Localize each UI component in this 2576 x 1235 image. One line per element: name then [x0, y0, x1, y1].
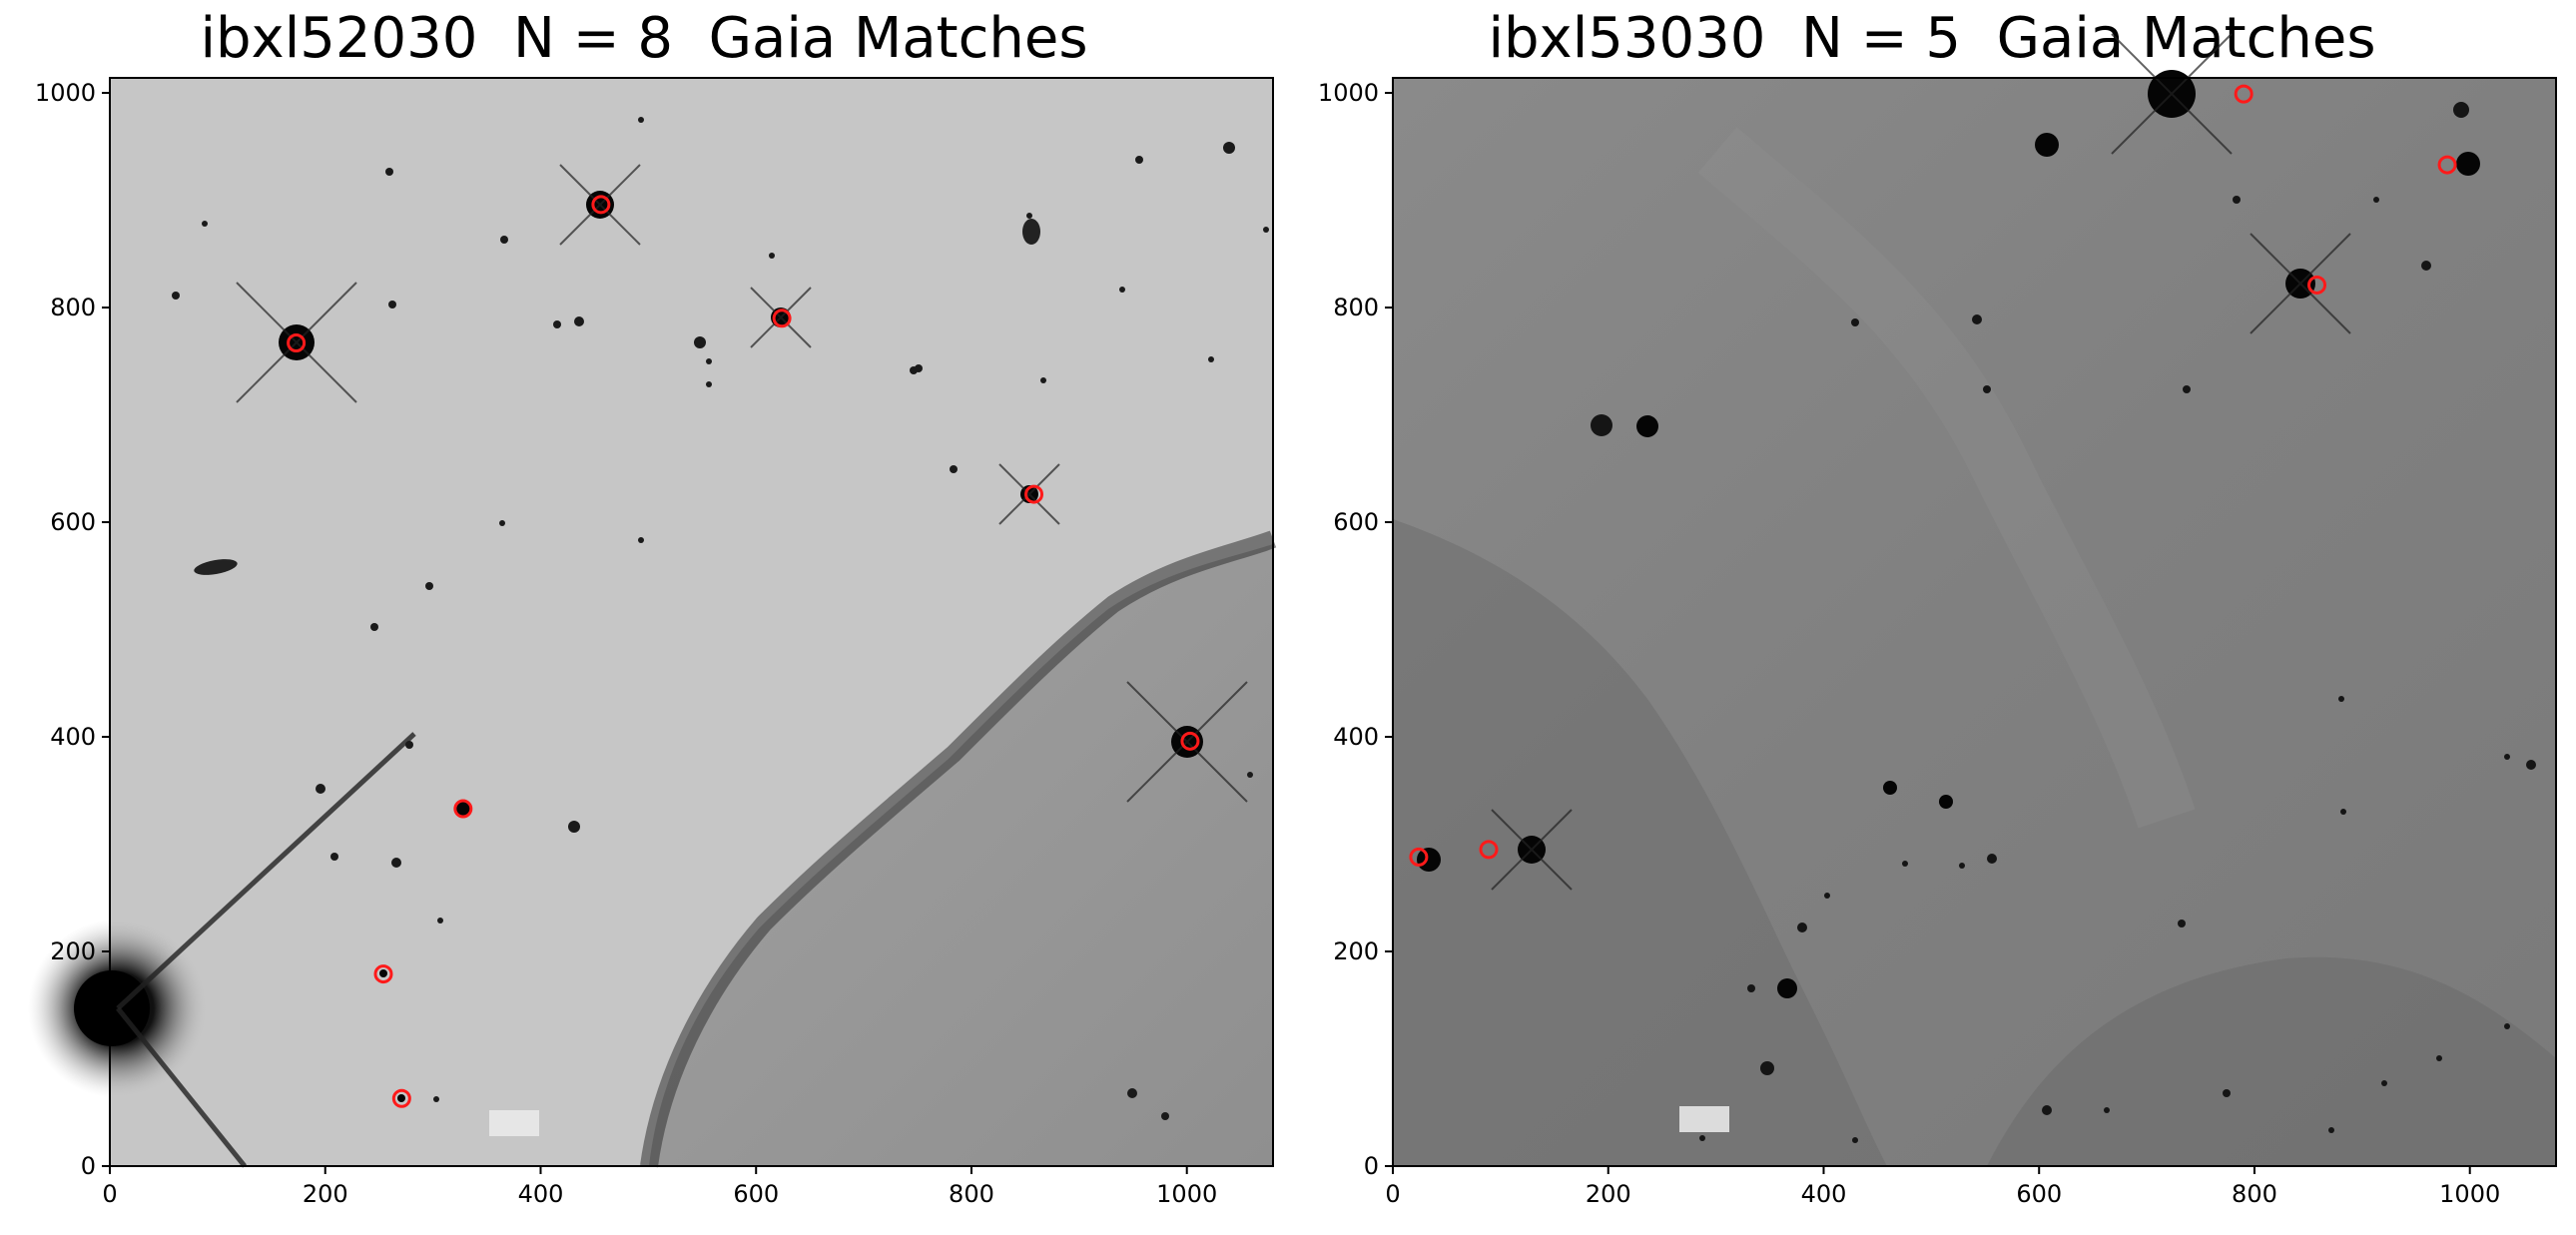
left-image-plot: 0 200 400 600 800 1000 0 200 400 600 800 1000	[28, 77, 1277, 1208]
right-image-plot: 0 200 400 600 800 1000 0 200 400 600 800 1000	[1318, 33, 2557, 1208]
left-x-tick-label: 200	[303, 1180, 348, 1208]
left-x-tick-label: 600	[733, 1180, 779, 1208]
left-y-tick-label: 1000	[35, 79, 96, 107]
right-y-tick-label: 800	[1333, 294, 1379, 321]
left-gaia-match-marker	[373, 964, 393, 984]
right-bright-stars	[1636, 133, 2059, 998]
right-x-tick-label: 600	[2016, 1180, 2062, 1208]
left-y-tick-label: 800	[50, 294, 96, 321]
left-y-tick-label: 600	[50, 508, 96, 536]
left-x-tick-label: 0	[102, 1180, 117, 1208]
right-panel: ibxl53030 N = 5 Gaia Matches	[1288, 0, 2576, 1235]
right-x-tick-label: 200	[1586, 1180, 1631, 1208]
left-nebula-region	[649, 544, 1273, 1166]
right-field-sources	[1591, 102, 2536, 1143]
left-panel: ibxl52030 N = 8 Gaia Matches	[28, 6, 1277, 1208]
left-gaia-match-marker	[1024, 484, 1044, 504]
right-y-tick-label: 400	[1333, 723, 1379, 751]
right-axis-ticks: 0 200 400 600 800 1000 0 200 400 600 800 1000	[1318, 79, 2500, 1208]
right-gaia-markers	[1409, 84, 2457, 867]
right-x-tick-label: 0	[1385, 1180, 1400, 1208]
left-gaia-match-marker	[591, 195, 611, 215]
left-gaia-match-marker	[772, 309, 792, 328]
left-y-tick-label: 400	[50, 723, 96, 751]
left-gaia-match-marker	[1180, 731, 1200, 751]
right-gaia-match-marker	[2307, 275, 2327, 295]
left-gaia-match-marker	[287, 333, 307, 353]
right-gaia-match-marker	[1479, 840, 1499, 860]
right-y-tick-label: 600	[1333, 508, 1379, 536]
right-gaia-match-marker	[2234, 84, 2254, 104]
right-y-tick-label: 0	[1364, 1152, 1379, 1180]
right-gaia-match-marker	[1409, 847, 1429, 867]
left-gaia-match-marker	[391, 1088, 411, 1108]
right-y-tick-label: 1000	[1318, 79, 1379, 107]
left-panel-title: ibxl52030 N = 8 Gaia Matches	[200, 6, 1088, 71]
left-x-tick-label: 1000	[1156, 1180, 1217, 1208]
left-axes-frame	[109, 77, 1274, 1167]
left-x-tick-label: 400	[518, 1180, 564, 1208]
right-panel-title: ibxl53030 N = 5 Gaia Matches	[1488, 6, 2376, 71]
right-x-tick-label: 1000	[2439, 1180, 2500, 1208]
right-axes-frame	[1392, 77, 2557, 1167]
left-field-sources	[172, 117, 1269, 1120]
left-x-tick-label: 800	[949, 1180, 994, 1208]
left-gaia-markers	[287, 195, 1200, 1108]
left-y-tick-label: 200	[50, 937, 96, 965]
right-gaia-match-marker	[2437, 155, 2457, 175]
right-x-tick-label: 400	[1801, 1180, 1847, 1208]
right-y-tick-label: 200	[1333, 937, 1379, 965]
left-axis-ticks: 0 200 400 600 800 1000 0 200 400 600 800 1000	[35, 79, 1217, 1208]
left-gaia-match-marker	[453, 799, 473, 819]
right-x-tick-label: 800	[2232, 1180, 2277, 1208]
left-y-tick-label: 0	[81, 1152, 96, 1180]
